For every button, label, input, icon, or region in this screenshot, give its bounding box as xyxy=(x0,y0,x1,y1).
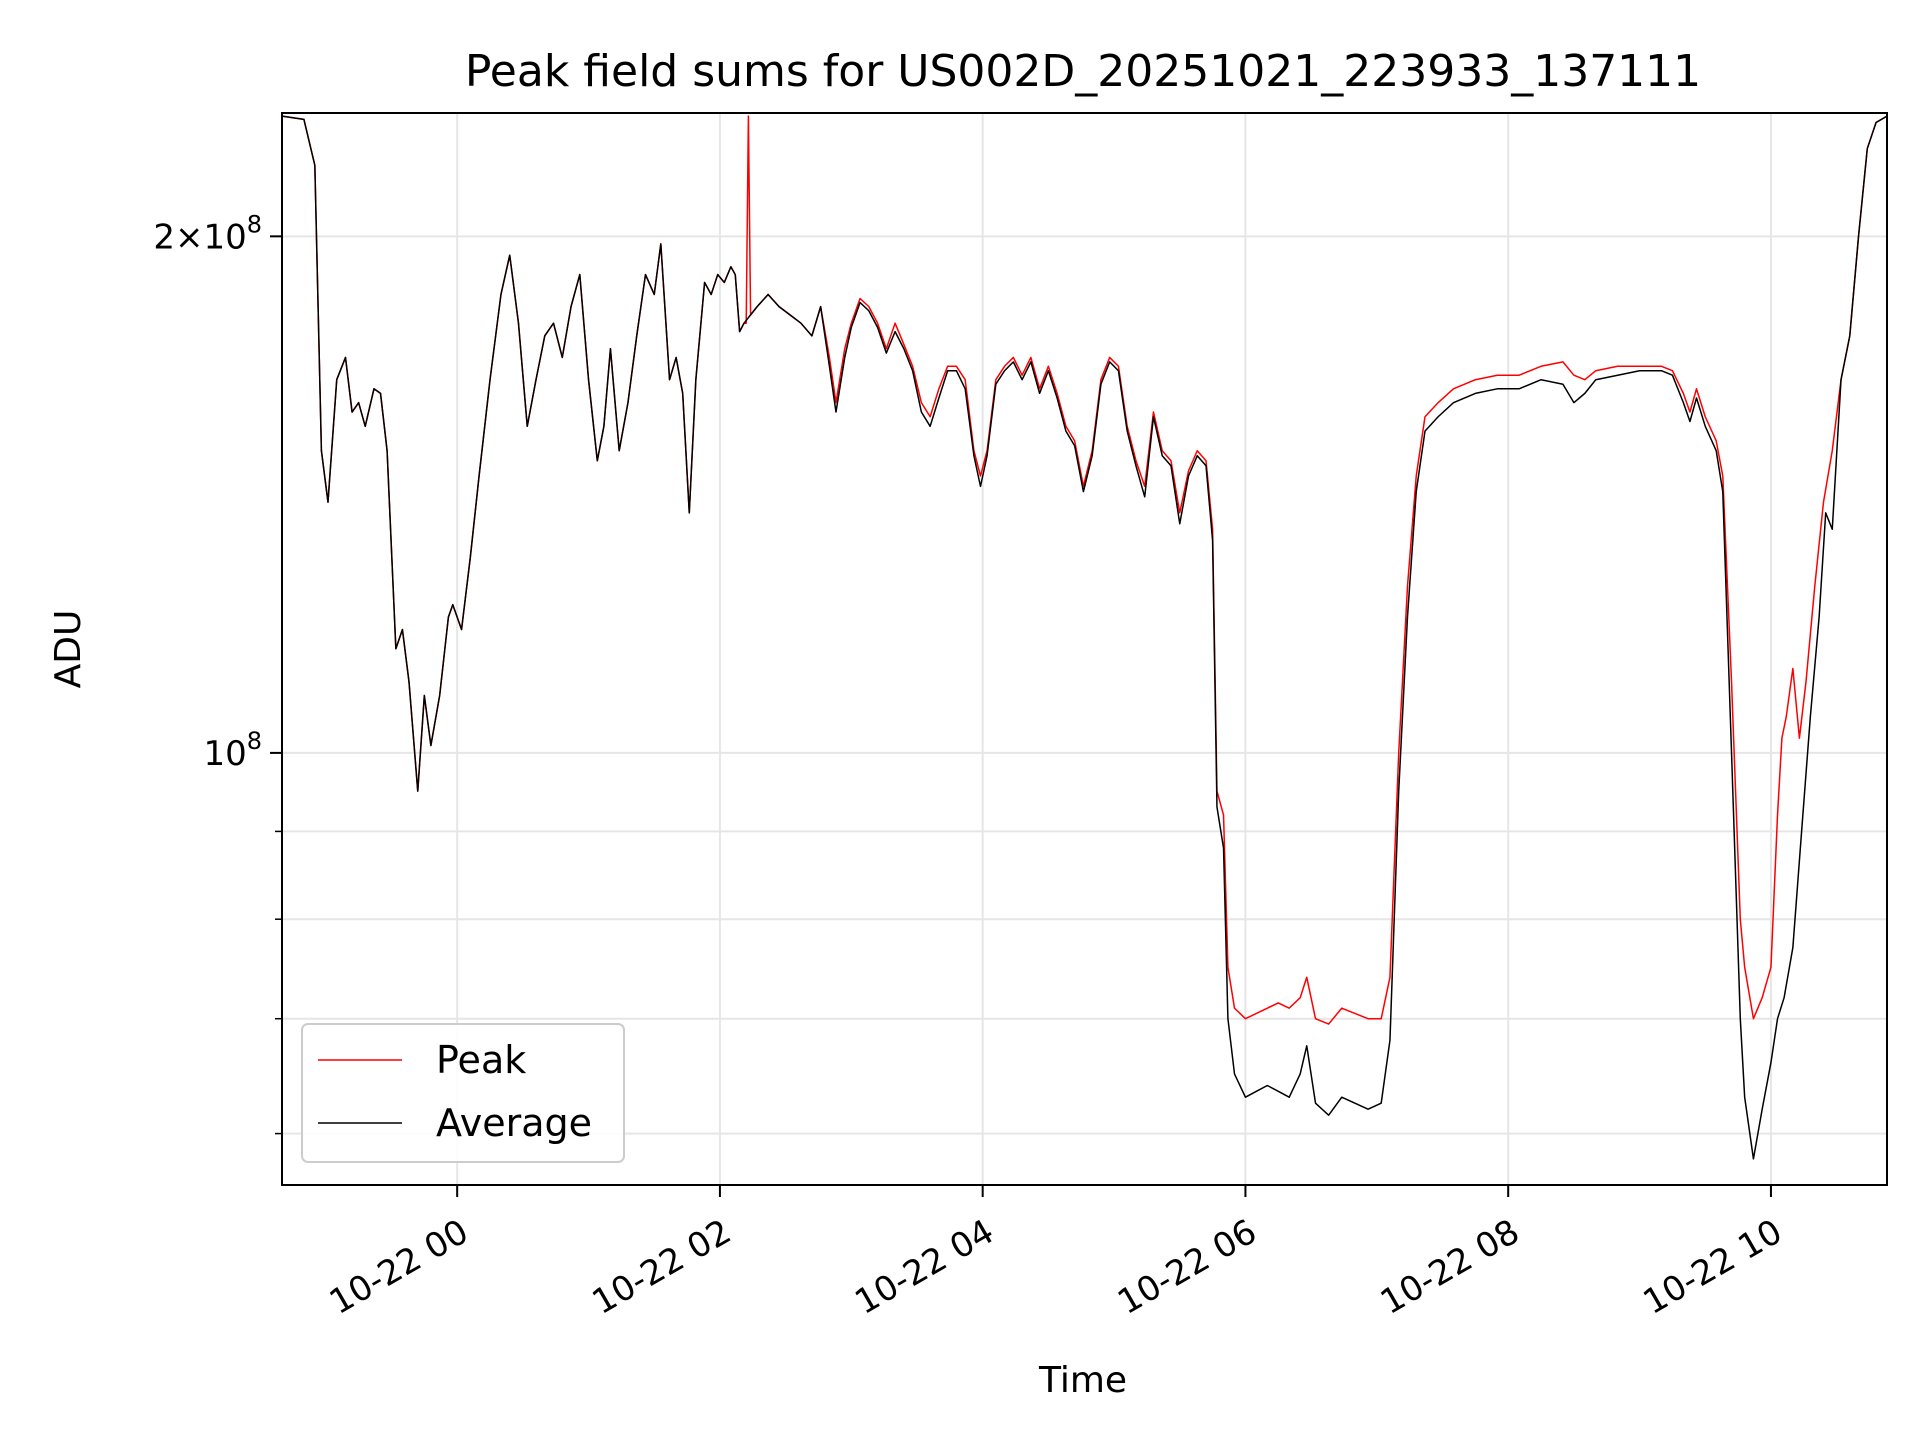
y-tick-label: 2×108 xyxy=(153,210,262,257)
y-tick-label: 108 xyxy=(203,727,262,774)
legend: Peak Average xyxy=(301,1023,625,1163)
chart-title: Peak field sums for US002D_20251021_2239… xyxy=(465,46,1701,97)
x-axis-label: Time xyxy=(1038,1360,1127,1401)
legend-label-average: Average xyxy=(436,1101,592,1145)
plot-series-group xyxy=(282,115,1887,1160)
series-line-average xyxy=(282,115,1887,1160)
plot-frame xyxy=(281,112,1888,1186)
legend-box xyxy=(301,1023,625,1163)
grid-lines xyxy=(282,113,1887,1185)
y-axis: 108 2×108 xyxy=(153,210,282,1135)
y-axis-label: ADU xyxy=(48,610,89,689)
legend-label-peak: Peak xyxy=(436,1038,526,1082)
